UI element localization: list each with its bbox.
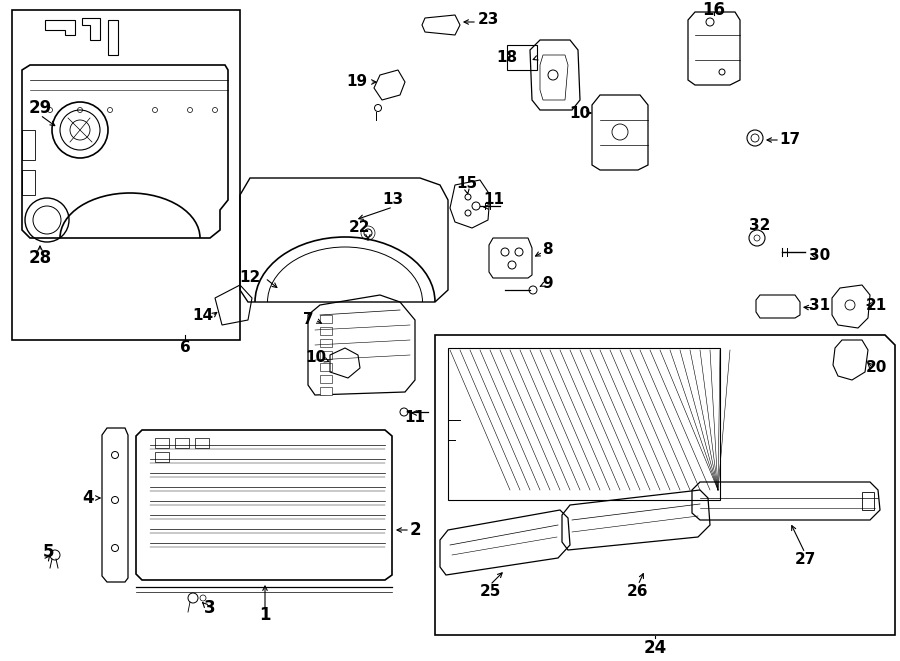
Text: 16: 16 bbox=[703, 1, 725, 19]
Bar bbox=[507, 45, 537, 70]
Text: 28: 28 bbox=[29, 249, 51, 267]
Bar bbox=[320, 351, 332, 359]
Text: 9: 9 bbox=[543, 276, 553, 290]
Text: 20: 20 bbox=[865, 360, 886, 375]
Text: 24: 24 bbox=[644, 639, 667, 657]
Text: 12: 12 bbox=[239, 270, 261, 286]
Bar bbox=[175, 438, 189, 448]
Text: 15: 15 bbox=[456, 176, 478, 190]
Text: 25: 25 bbox=[480, 584, 500, 600]
Bar bbox=[155, 452, 169, 462]
Text: 19: 19 bbox=[346, 75, 367, 89]
Text: 17: 17 bbox=[779, 132, 801, 147]
Text: 2: 2 bbox=[410, 521, 421, 539]
Bar bbox=[320, 363, 332, 371]
Text: 27: 27 bbox=[795, 553, 815, 568]
Bar bbox=[320, 315, 332, 323]
Text: 11: 11 bbox=[404, 410, 426, 424]
Text: 1: 1 bbox=[259, 606, 271, 624]
Text: 3: 3 bbox=[204, 599, 216, 617]
Text: 7: 7 bbox=[302, 313, 313, 327]
Bar bbox=[195, 438, 209, 448]
Text: 31: 31 bbox=[809, 297, 831, 313]
Bar bbox=[320, 339, 332, 347]
Bar bbox=[862, 492, 874, 510]
Bar bbox=[12, 10, 240, 340]
Text: 13: 13 bbox=[382, 192, 403, 208]
Text: 22: 22 bbox=[349, 221, 371, 235]
Bar bbox=[320, 387, 332, 395]
Text: 26: 26 bbox=[627, 584, 649, 600]
Text: 18: 18 bbox=[497, 50, 518, 65]
Bar bbox=[320, 375, 332, 383]
Text: 30: 30 bbox=[809, 247, 831, 262]
Text: 8: 8 bbox=[542, 243, 553, 258]
Text: 4: 4 bbox=[82, 489, 94, 507]
Text: 21: 21 bbox=[866, 297, 886, 313]
Bar bbox=[155, 438, 169, 448]
Text: 32: 32 bbox=[750, 217, 770, 233]
Text: 14: 14 bbox=[193, 309, 213, 323]
Text: 23: 23 bbox=[477, 13, 499, 28]
Text: 5: 5 bbox=[42, 543, 54, 561]
Text: 6: 6 bbox=[180, 340, 191, 356]
Text: 10: 10 bbox=[305, 350, 327, 366]
Bar bbox=[320, 327, 332, 335]
Text: 11: 11 bbox=[483, 192, 505, 208]
Text: 10: 10 bbox=[570, 106, 590, 120]
Text: 29: 29 bbox=[29, 99, 51, 117]
